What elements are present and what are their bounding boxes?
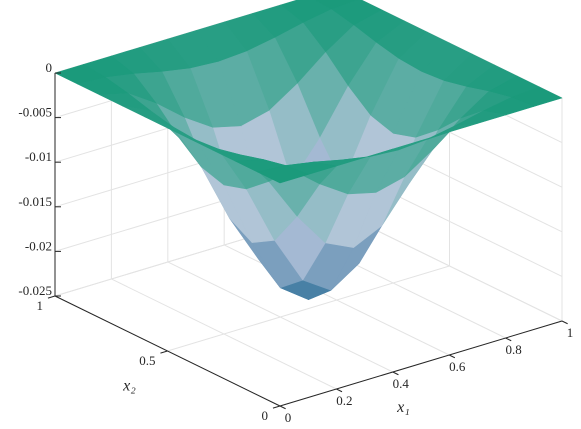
x-tick — [279, 405, 286, 410]
x-tick — [561, 320, 568, 325]
z-tick-label: -0.025 — [18, 283, 52, 298]
x-axis-label: x₁ — [396, 399, 410, 416]
y-tick — [160, 350, 168, 354]
y-tick — [272, 405, 281, 409]
z-tick-label: -0.005 — [18, 105, 52, 120]
x-tick-label: 1 — [567, 325, 574, 340]
x-tick-label: 0.8 — [505, 342, 521, 357]
x-tick — [392, 371, 399, 376]
x-tick — [448, 354, 456, 359]
y-axis-label: x₂ — [122, 378, 136, 395]
z-tick-label: -0.02 — [25, 238, 52, 253]
z-tick-label: -0.01 — [25, 149, 52, 164]
x-tick — [505, 337, 512, 342]
y-tick-label: 1 — [37, 298, 44, 313]
y-tick-label: 0 — [262, 408, 269, 423]
surface — [54, 0, 563, 300]
x-tick-label: 0.4 — [393, 376, 410, 391]
x-tick-label: 0.2 — [336, 393, 352, 408]
x-tick-label: 0 — [285, 410, 292, 425]
y-tick — [47, 295, 56, 299]
x-axis-line — [279, 320, 563, 407]
y-tick-label: 0.5 — [139, 353, 155, 368]
surface-patch — [257, 165, 309, 184]
axes: 00.20.40.60.8100.51-0.025-0.02-0.015-0.0… — [18, 60, 573, 425]
z-tick-label: 0 — [46, 60, 53, 75]
x-tick-label: 0.6 — [449, 359, 466, 374]
z-tick-label: -0.015 — [18, 194, 52, 209]
x-tick — [336, 388, 343, 393]
